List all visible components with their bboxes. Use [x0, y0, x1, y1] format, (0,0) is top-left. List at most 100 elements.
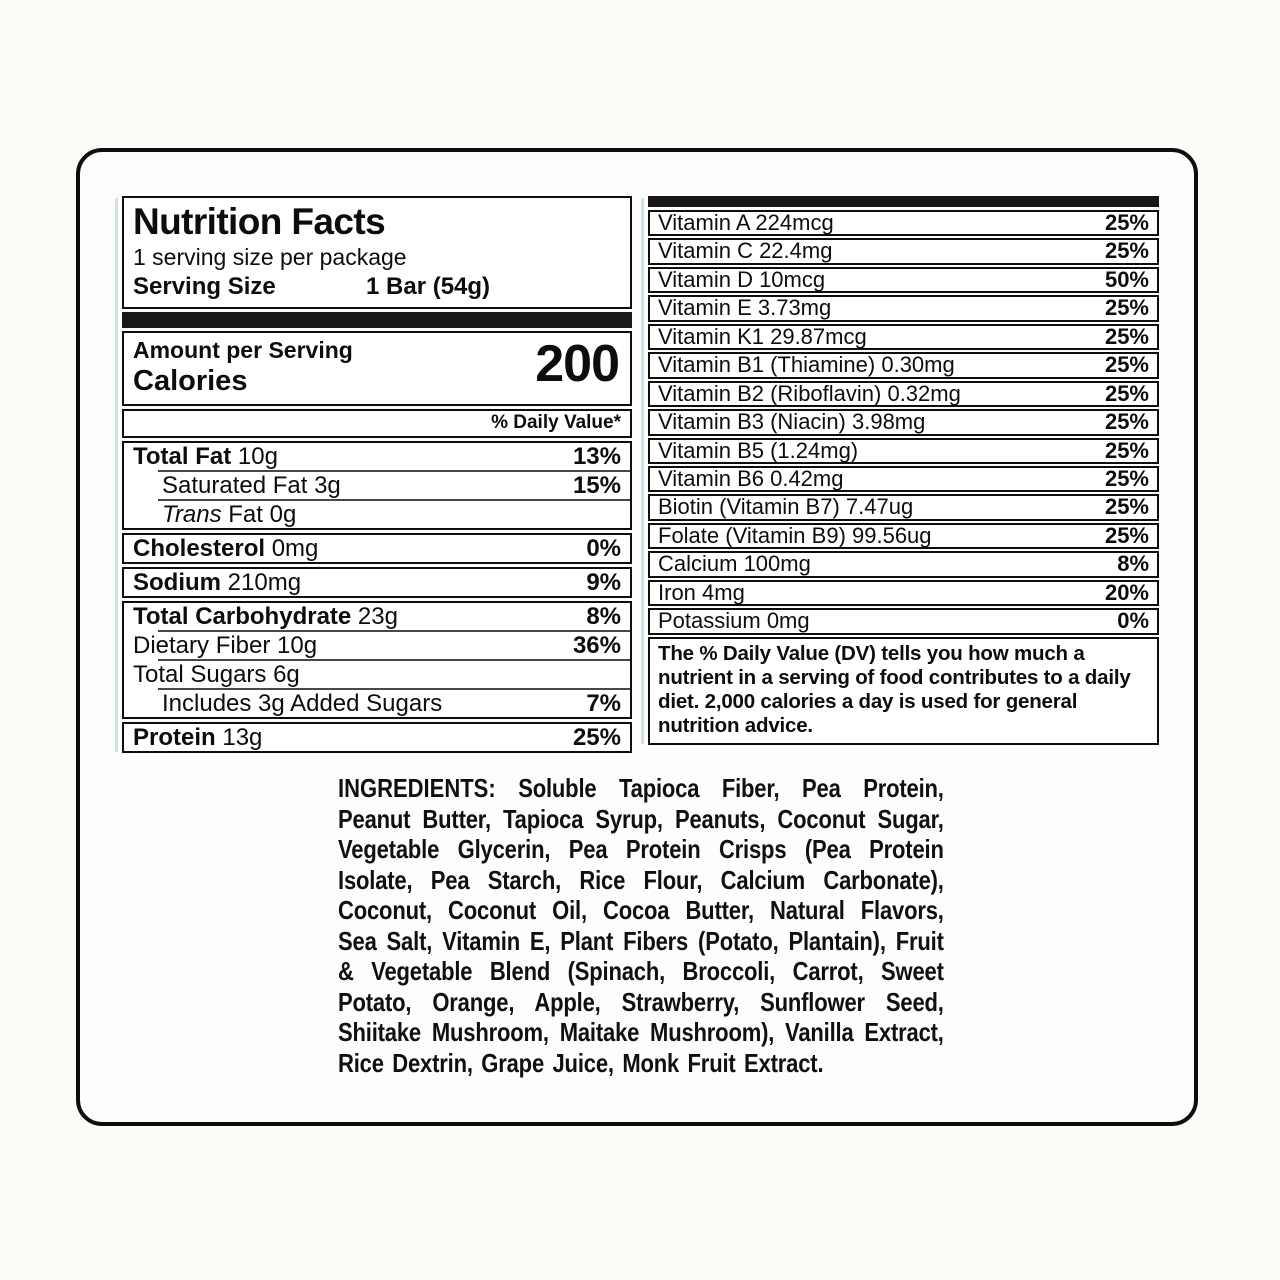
nutrient-row: Cholesterol 0mg 0%	[124, 535, 630, 562]
micronutrient-daily-value: 25%	[1104, 465, 1149, 491]
nutrient-daily-value: 7%	[586, 690, 621, 718]
ingredients-paragraph: INGREDIENTS: Soluble Tapioca Fiber, Pea …	[338, 773, 944, 1078]
micronutrient-daily-value: 25%	[1104, 210, 1149, 235]
nutrient-daily-value: 0%	[586, 535, 621, 563]
micronutrient-name: Calcium 100mg	[658, 551, 811, 577]
nutrient-name: Protein 13g	[133, 724, 263, 752]
panel-title: Nutrition Facts	[133, 201, 386, 242]
micronutrient-row: Vitamin K1 29.87mcg 25%	[648, 323, 1159, 351]
micronutrient-daily-value: 25%	[1104, 494, 1149, 520]
row-divider	[158, 630, 630, 633]
nutrient-row: Saturated Fat 3g 15%	[124, 472, 630, 499]
serving-size-value: 1 Bar (54g)	[366, 273, 491, 301]
micronutrient-row: Vitamin D 10mcg 50%	[648, 266, 1159, 294]
micronutrient-name: Folate (Vitamin B9) 99.56ug	[658, 522, 932, 548]
micronutrient-name: Potassium 0mg	[658, 608, 810, 634]
nutrient-daily-value: 8%	[586, 603, 621, 631]
micronutrient-row: Vitamin B2 (Riboflavin) 0.32mg 25%	[648, 380, 1159, 408]
panel-header: Nutrition Facts 1 serving size per packa…	[122, 196, 632, 310]
micronutrient-daily-value: 25%	[1104, 409, 1149, 435]
ingredients-label: INGREDIENTS:	[338, 773, 496, 803]
nutrient-row: Total Fat 10g 13%	[124, 443, 630, 470]
nutrient-group: Total Carbohydrate 23g 8% Dietary Fiber 10…	[122, 601, 632, 720]
micronutrient-row: Calcium 100mg 8%	[648, 551, 1159, 578]
micronutrient-name: Biotin (Vitamin B7) 7.47ug	[658, 494, 914, 520]
nutrient-group: Sodium 210mg 9%	[122, 567, 632, 599]
nutrient-daily-value: 25%	[572, 724, 621, 752]
nutrient-name: Sodium 210mg	[133, 569, 302, 597]
serving-size-label: Serving Size	[133, 273, 276, 301]
micronutrient-row: Folate (Vitamin B9) 99.56ug 25%	[648, 522, 1159, 550]
nutrient-daily-value: 9%	[586, 569, 621, 597]
micronutrient-row: Vitamin A 224mcg 25%	[648, 210, 1159, 237]
nutrient-group: Total Fat 10g 13% Saturated Fat 3g 15% Trans…	[122, 441, 632, 531]
micronutrient-name: Vitamin B5 (1.24mg)	[658, 437, 859, 463]
row-divider	[158, 688, 630, 691]
micronutrient-daily-value: 20%	[1104, 579, 1149, 605]
micronutrient-row: Vitamin B3 (Niacin) 3.98mg 25%	[648, 409, 1159, 436]
micronutrient-daily-value: 25%	[1104, 437, 1149, 463]
micronutrient-name: Vitamin B3 (Niacin) 3.98mg	[658, 409, 926, 435]
nutrient-row: Protein 13g 25%	[124, 724, 630, 751]
nutrient-daily-value: 15%	[572, 472, 621, 500]
row-divider	[158, 499, 630, 502]
nutrient-row: Trans Fat 0g	[124, 501, 630, 528]
micronutrient-row: Potassium 0mg 0%	[648, 608, 1159, 635]
amount-per-serving-label: Amount per Serving	[133, 337, 353, 364]
nutrient-daily-value: 36%	[572, 632, 621, 660]
daily-value-header: % Daily Value*	[122, 408, 632, 439]
nutrient-row: Dietary Fiber 10g 36%	[124, 632, 630, 659]
micronutrient-row: Vitamin C 22.4mg 25%	[648, 238, 1159, 265]
nutrient-row: Includes 3g Added Sugars 7%	[124, 690, 630, 717]
micronutrient-name: Vitamin B2 (Riboflavin) 0.32mg	[658, 380, 961, 406]
nutrient-name: Trans Fat 0g	[162, 501, 297, 529]
nutrient-group: Cholesterol 0mg 0%	[122, 533, 632, 565]
micronutrient-daily-value: 25%	[1104, 295, 1149, 321]
row-divider	[158, 659, 630, 662]
nutrient-row: Total Carbohydrate 23g 8%	[124, 603, 630, 630]
nutrient-rows-container: Total Fat 10g 13% Saturated Fat 3g 15% Trans…	[122, 441, 632, 754]
micronutrient-name: Vitamin B1 (Thiamine) 0.30mg	[658, 352, 955, 378]
calories-label: Calories	[133, 365, 248, 398]
micronutrient-name: Vitamin B6 0.42mg	[658, 465, 844, 491]
calories-value: 200	[535, 335, 620, 394]
micronutrients-panel: Vitamin A 224mcg 25% Vitamin C 22.4mg 25% Vi…	[641, 196, 1159, 748]
micronutrient-row: Vitamin E 3.73mg 25%	[648, 295, 1159, 322]
ingredients-section: INGREDIENTS: Soluble Tapioca Fiber, Pea …	[338, 773, 944, 1078]
calories-section: Amount per Serving Calories 200	[122, 331, 632, 406]
nutrient-name: Total Carbohydrate 23g	[133, 603, 398, 631]
micronutrient-daily-value: 25%	[1104, 352, 1149, 378]
nutrient-row: Sodium 210mg 9%	[124, 569, 630, 596]
micronutrient-daily-value: 50%	[1104, 266, 1149, 292]
micronutrient-name: Vitamin E 3.73mg	[658, 295, 832, 321]
row-divider	[158, 470, 630, 473]
nutrient-name: Cholesterol 0mg	[133, 535, 319, 563]
micronutrient-row: Biotin (Vitamin B7) 7.47ug 25%	[648, 494, 1159, 521]
daily-value-footnote: The % Daily Value (DV) tells you how muc…	[648, 636, 1159, 745]
nutrient-name: Total Sugars 6g	[133, 661, 300, 689]
ingredients-list: Soluble Tapioca Fiber, Pea Protein, Pean…	[338, 773, 944, 1078]
servings-per-package: 1 serving size per package	[133, 244, 407, 271]
thick-divider-bar	[122, 312, 632, 329]
micronutrient-row: Iron 4mg 20%	[648, 579, 1159, 607]
nutrient-name: Dietary Fiber 10g	[133, 632, 318, 660]
nutrition-facts-panel: Nutrition Facts 1 serving size per packa…	[115, 196, 632, 756]
micronutrient-daily-value: 25%	[1104, 522, 1149, 548]
nutrient-name: Total Fat 10g	[133, 443, 278, 471]
micronutrient-row: Vitamin B1 (Thiamine) 0.30mg 25%	[648, 352, 1159, 379]
label-card: Nutrition Facts 1 serving size per packa…	[76, 148, 1198, 1126]
micronutrient-daily-value: 25%	[1104, 323, 1149, 349]
micronutrient-row: Vitamin B6 0.42mg 25%	[648, 465, 1159, 493]
micronutrient-row: Vitamin B5 (1.24mg) 25%	[648, 437, 1159, 464]
nutrient-name: Saturated Fat 3g	[162, 472, 341, 500]
nutrient-name: Includes 3g Added Sugars	[162, 690, 443, 718]
micronutrient-name: Vitamin A 224mcg	[658, 210, 834, 235]
serving-size-row: Serving Size 1 Bar (54g)	[133, 272, 621, 301]
micronutrient-daily-value: 0%	[1117, 608, 1149, 634]
micronutrient-daily-value: 25%	[1104, 238, 1149, 264]
micronutrient-name: Vitamin C 22.4mg	[658, 238, 833, 264]
micronutrient-name: Vitamin K1 29.87mcg	[658, 323, 867, 349]
nutrient-group: Protein 13g 25%	[122, 722, 632, 754]
micronutrient-name: Iron 4mg	[658, 579, 745, 605]
